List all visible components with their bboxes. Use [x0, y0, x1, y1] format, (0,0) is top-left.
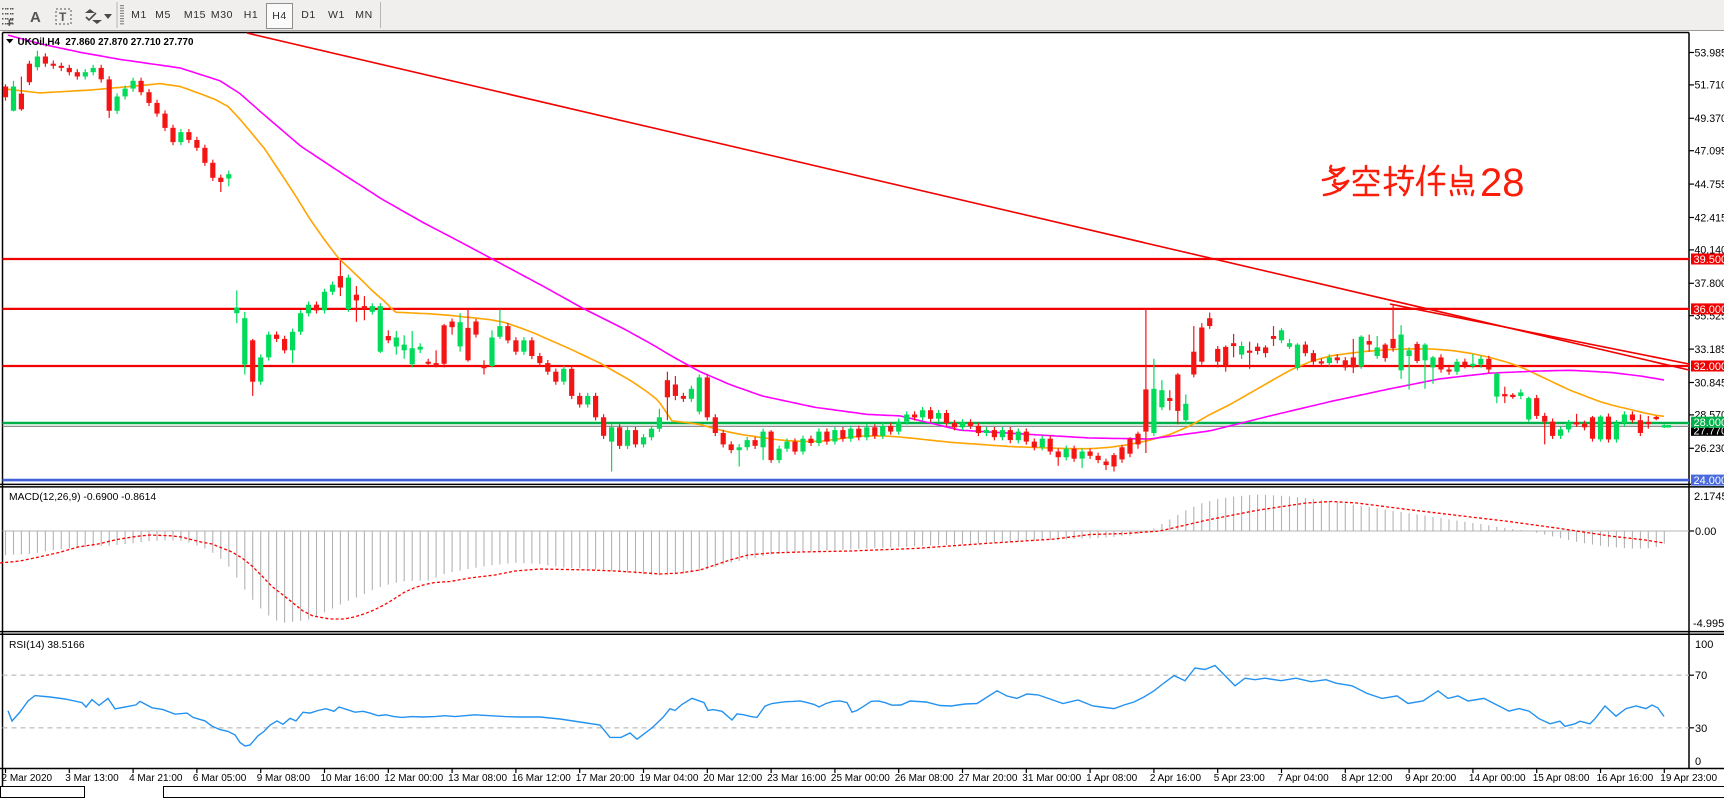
- svg-text:33.185: 33.185: [1695, 344, 1724, 356]
- svg-text:24.000: 24.000: [1694, 475, 1724, 487]
- svg-text:25 Mar 00:00: 25 Mar 00:00: [831, 773, 890, 784]
- svg-text:9 Mar 08:00: 9 Mar 08:00: [257, 773, 311, 784]
- svg-text:4 Mar 21:00: 4 Mar 21:00: [129, 773, 183, 784]
- svg-text:10 Mar 16:00: 10 Mar 16:00: [321, 773, 380, 784]
- svg-text:0: 0: [1695, 756, 1701, 768]
- svg-text:13 Mar 08:00: 13 Mar 08:00: [448, 773, 507, 784]
- svg-text:32.000: 32.000: [1694, 361, 1724, 373]
- svg-text:26.230: 26.230: [1695, 443, 1724, 455]
- svg-text:A: A: [30, 9, 41, 26]
- svg-text:26 Mar 08:00: 26 Mar 08:00: [895, 773, 954, 784]
- svg-text:T: T: [59, 10, 67, 24]
- svg-text:3 Mar 13:00: 3 Mar 13:00: [65, 773, 119, 784]
- svg-text:53.985: 53.985: [1695, 47, 1724, 59]
- svg-text:2.1745: 2.1745: [1694, 491, 1724, 503]
- svg-text:0.00: 0.00: [1695, 526, 1716, 538]
- svg-text:14 Apr 00:00: 14 Apr 00:00: [1469, 773, 1526, 784]
- svg-text:UKOil,H4 27.860 27.870 27.710: UKOil,H4 27.860 27.870 27.710 27.770: [18, 37, 194, 48]
- svg-text:36.000: 36.000: [1694, 304, 1724, 316]
- svg-text:19 Apr 23:00: 19 Apr 23:00: [1660, 773, 1717, 784]
- svg-text:28: 28: [1480, 161, 1525, 205]
- svg-text:30: 30: [1695, 723, 1707, 735]
- svg-text:28.000: 28.000: [1694, 417, 1724, 429]
- svg-text:MACD(12,26,9) -0.6900 -0.8614: MACD(12,26,9) -0.6900 -0.8614: [9, 492, 156, 503]
- svg-text:16 Mar 12:00: 16 Mar 12:00: [512, 773, 571, 784]
- svg-text:42.415: 42.415: [1695, 212, 1724, 224]
- svg-text:19 Mar 04:00: 19 Mar 04:00: [640, 773, 699, 784]
- svg-text:70: 70: [1695, 670, 1707, 682]
- svg-text:27 Mar 20:00: 27 Mar 20:00: [959, 773, 1018, 784]
- svg-text:7 Apr 04:00: 7 Apr 04:00: [1278, 773, 1330, 784]
- svg-text:37.800: 37.800: [1695, 278, 1724, 290]
- svg-text:44.755: 44.755: [1695, 179, 1724, 191]
- svg-text:1 Apr 08:00: 1 Apr 08:00: [1086, 773, 1138, 784]
- svg-text:12 Mar 00:00: 12 Mar 00:00: [384, 773, 443, 784]
- svg-text:2 Mar 2020: 2 Mar 2020: [2, 773, 53, 784]
- svg-text:31 Mar 00:00: 31 Mar 00:00: [1022, 773, 1081, 784]
- svg-text:8 Apr 12:00: 8 Apr 12:00: [1341, 773, 1393, 784]
- svg-text:-4.9955: -4.9955: [1693, 618, 1724, 630]
- svg-text:6 Mar 05:00: 6 Mar 05:00: [193, 773, 247, 784]
- svg-text:100: 100: [1695, 639, 1713, 651]
- svg-text:15 Apr 08:00: 15 Apr 08:00: [1533, 773, 1590, 784]
- svg-text:5 Apr 23:00: 5 Apr 23:00: [1214, 773, 1266, 784]
- svg-text:9 Apr 20:00: 9 Apr 20:00: [1405, 773, 1457, 784]
- svg-text:51.710: 51.710: [1695, 80, 1724, 92]
- svg-text:39.500: 39.500: [1694, 254, 1724, 266]
- svg-text:2 Apr 16:00: 2 Apr 16:00: [1150, 773, 1202, 784]
- svg-text:47.095: 47.095: [1695, 146, 1724, 158]
- svg-text:16 Apr 16:00: 16 Apr 16:00: [1597, 773, 1654, 784]
- svg-text:23 Mar 16:00: 23 Mar 16:00: [767, 773, 826, 784]
- svg-text:F: F: [8, 18, 14, 28]
- svg-text:RSI(14) 38.5166: RSI(14) 38.5166: [9, 640, 85, 651]
- svg-text:17 Mar 20:00: 17 Mar 20:00: [576, 773, 635, 784]
- svg-text:49.370: 49.370: [1695, 113, 1724, 125]
- svg-text:30.845: 30.845: [1695, 377, 1724, 389]
- svg-text:20 Mar 12:00: 20 Mar 12:00: [703, 773, 762, 784]
